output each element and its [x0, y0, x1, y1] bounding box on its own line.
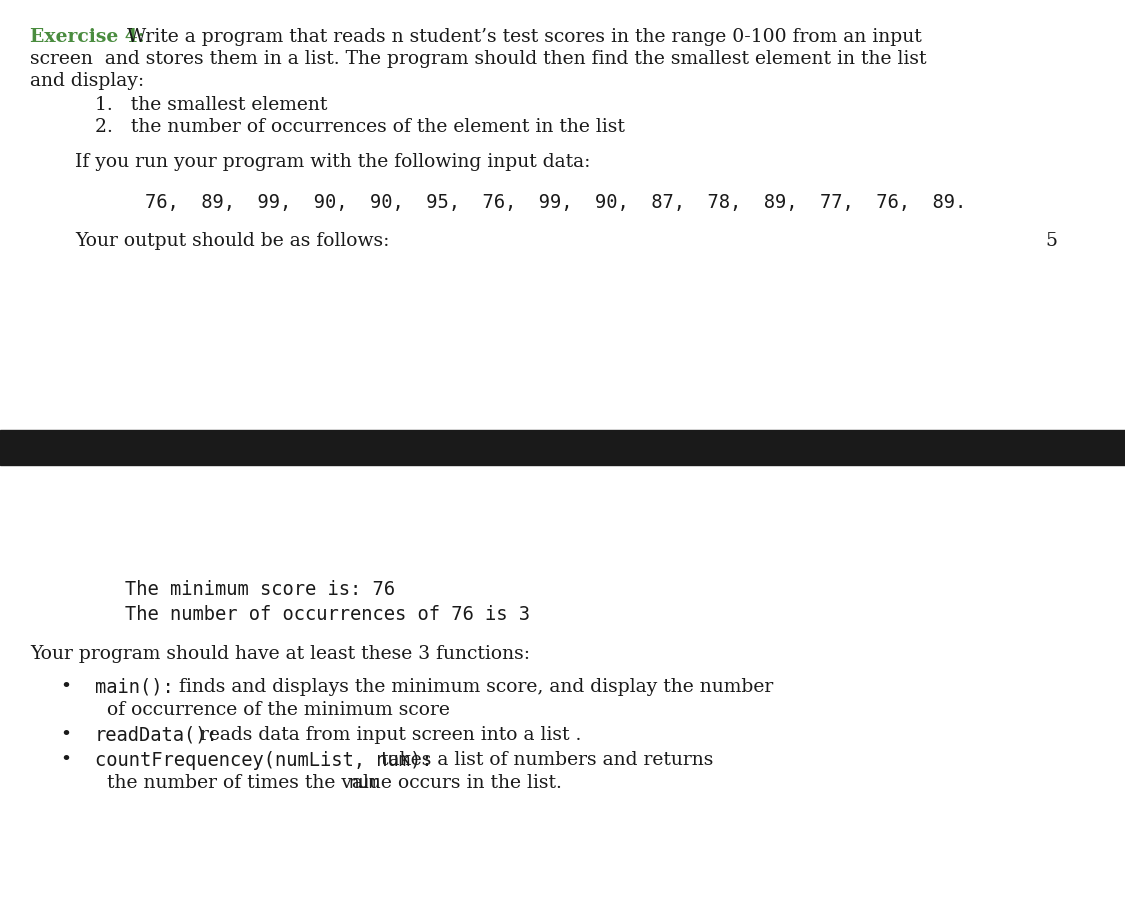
Text: reads data from input screen into a list .: reads data from input screen into a list… — [200, 726, 582, 744]
Text: countFrequencey(numList, num):: countFrequencey(numList, num): — [94, 751, 432, 771]
Text: Your program should have at least these 3 functions:: Your program should have at least these … — [30, 645, 530, 663]
Text: Write a program that reads n student’s test scores in the range 0-100 from an in: Write a program that reads n student’s t… — [127, 28, 921, 46]
Text: Exercise 4:: Exercise 4: — [30, 28, 145, 46]
Text: finds and displays the minimum score, and display the number: finds and displays the minimum score, an… — [173, 677, 773, 695]
Text: readData():: readData(): — [94, 726, 218, 745]
Text: main():: main(): — [94, 677, 173, 697]
Text: 2.   the number of occurrences of the element in the list: 2. the number of occurrences of the elem… — [94, 118, 624, 136]
Text: num: num — [348, 774, 379, 792]
Text: 76,  89,  99,  90,  90,  95,  76,  99,  90,  87,  78,  89,  77,  76,  89.: 76, 89, 99, 90, 90, 95, 76, 99, 90, 87, … — [145, 193, 966, 212]
Text: Your output should be as follows:: Your output should be as follows: — [75, 232, 389, 250]
Text: The minimum score is: 76: The minimum score is: 76 — [125, 580, 395, 599]
Text: 5: 5 — [1045, 232, 1058, 250]
Text: If you run your program with the following input data:: If you run your program with the followi… — [75, 153, 591, 171]
Text: screen  and stores them in a list. The program should then find the smallest ele: screen and stores them in a list. The pr… — [30, 50, 927, 68]
Bar — [0, 430, 1125, 465]
Text: The number of occurrences of 76 is 3: The number of occurrences of 76 is 3 — [125, 605, 530, 624]
Text: 1.   the smallest element: 1. the smallest element — [94, 96, 327, 114]
Text: •: • — [60, 677, 71, 695]
Text: the number of times the value: the number of times the value — [107, 774, 398, 792]
Text: takes a list of numbers and returns: takes a list of numbers and returns — [375, 751, 713, 770]
Text: •: • — [60, 726, 71, 744]
Text: of occurrence of the minimum score: of occurrence of the minimum score — [107, 701, 450, 718]
Text: and display:: and display: — [30, 72, 144, 90]
Text: •: • — [60, 751, 71, 770]
Text: occurs in the list.: occurs in the list. — [386, 774, 561, 792]
